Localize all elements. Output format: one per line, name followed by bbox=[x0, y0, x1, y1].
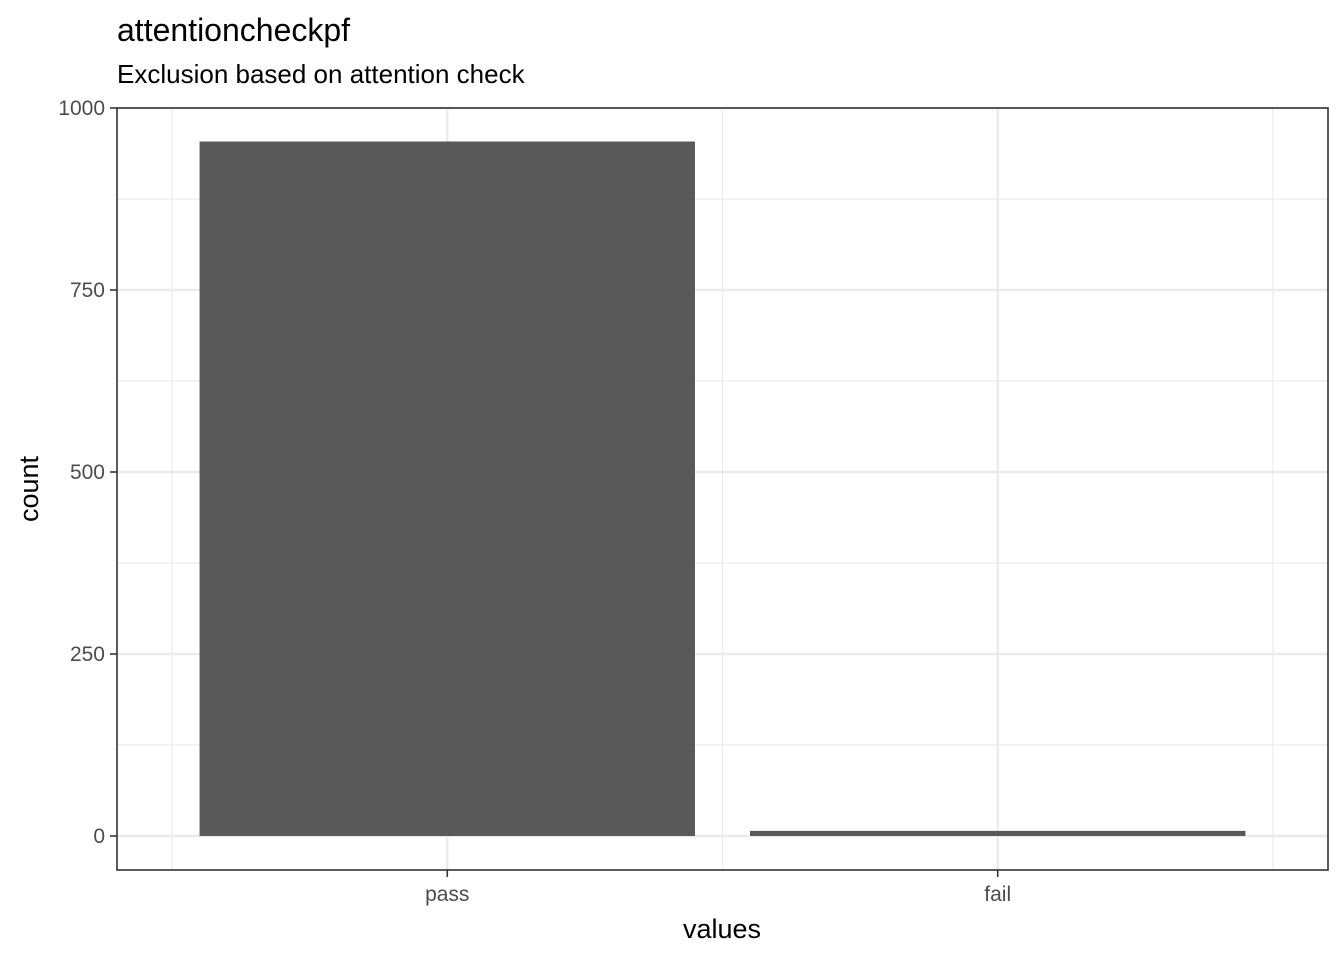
bar-fail bbox=[750, 830, 1246, 836]
y-axis-title: count bbox=[14, 455, 44, 522]
y-tick-label: 750 bbox=[70, 279, 105, 302]
y-tick-label: 500 bbox=[70, 461, 105, 484]
panel-border bbox=[116, 107, 1329, 871]
x-axis-title: values bbox=[683, 914, 761, 944]
y-tick-label: 0 bbox=[93, 825, 105, 848]
y-tick-label: 1000 bbox=[58, 97, 105, 120]
chart-title: attentioncheckpf bbox=[117, 12, 350, 48]
x-tick-label-fail: fail bbox=[984, 883, 1011, 906]
y-tick-label: 250 bbox=[70, 643, 105, 666]
axes: 0 250 500 750 1000 pass fail bbox=[58, 97, 1011, 906]
bars bbox=[199, 141, 1246, 836]
x-tick-label-pass: pass bbox=[425, 883, 469, 906]
bar-pass bbox=[199, 141, 695, 836]
chart-subtitle: Exclusion based on attention check bbox=[117, 59, 526, 89]
